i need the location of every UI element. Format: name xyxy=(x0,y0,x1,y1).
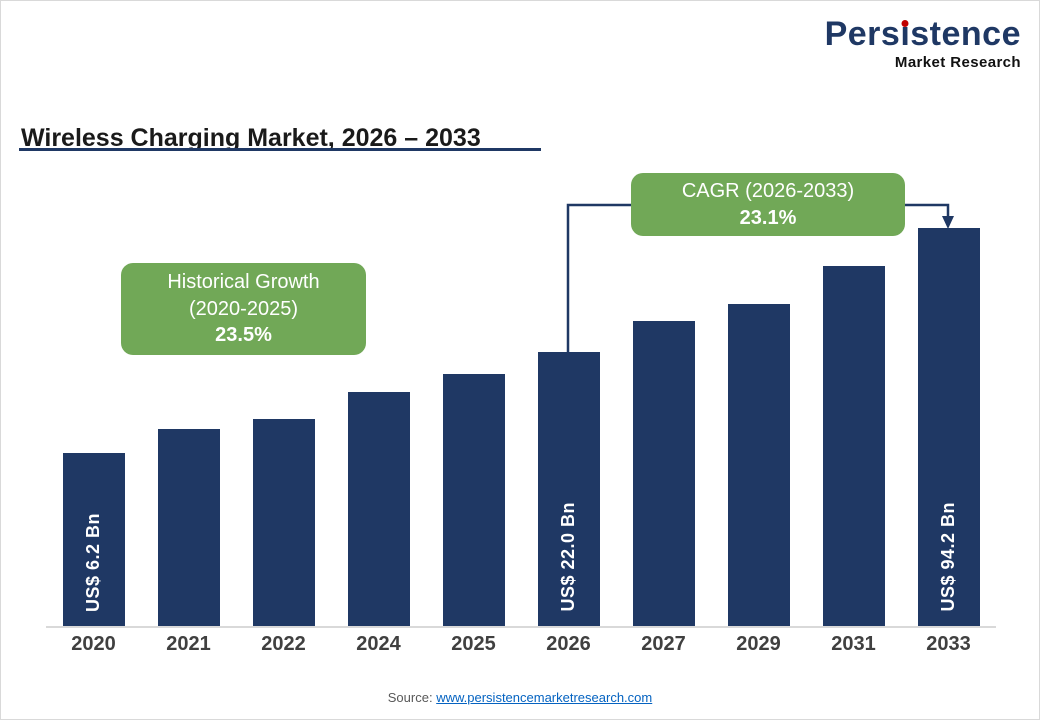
callout-text: CAGR (2026-2033) xyxy=(681,180,855,203)
x-axis-label: 2031 xyxy=(831,633,876,655)
bar xyxy=(727,304,790,626)
x-axis-label: 2021 xyxy=(166,633,211,655)
callout-value: 23.5% xyxy=(215,324,272,347)
page-title: Wireless Charging Market, 2026 – 2033 xyxy=(21,123,481,152)
source-line: Source: www.persistencemarketresearch.co… xyxy=(1,690,1039,705)
bar-value-label: US$ 94.2 Bn xyxy=(938,502,958,612)
cagr-callout: CAGR (2026-2033) 23.1% xyxy=(631,173,905,236)
bar xyxy=(822,266,885,626)
bar: US$ 6.2 Bn xyxy=(62,453,125,626)
x-axis-label: 2026 xyxy=(546,633,591,655)
bar xyxy=(442,374,505,626)
bar-column: US$ 22.0 Bn 2026 xyxy=(521,352,616,663)
bar-chart: US$ 6.2 Bn 2020 2021 2022 2024 2025 US$ 22.0 B… xyxy=(46,226,996,663)
brand-name: Pers ıstence xyxy=(824,15,1021,53)
bar-column: 2024 xyxy=(331,392,426,663)
x-axis-label: 2029 xyxy=(736,633,781,655)
bar-column: 2031 xyxy=(806,266,901,663)
bar xyxy=(632,321,695,626)
bar-value-label: US$ 22.0 Bn xyxy=(558,502,578,612)
bar xyxy=(157,429,220,626)
x-axis-label: 2024 xyxy=(356,633,401,655)
brand-name-part: Pers xyxy=(824,15,901,53)
red-dot-icon xyxy=(901,20,909,27)
x-axis-label: 2033 xyxy=(926,633,971,655)
brand-logo: Pers ıstence Market Research xyxy=(824,15,1021,71)
callout-value: 23.1% xyxy=(739,206,797,229)
bar-column: 2025 xyxy=(426,374,521,663)
x-axis-label: 2022 xyxy=(261,633,306,655)
title-underline xyxy=(19,148,541,151)
x-axis-label: 2020 xyxy=(71,633,116,655)
bar-value-label: US$ 6.2 Bn xyxy=(83,512,103,612)
historical-growth-callout: Historical Growth (2020-2025) 23.5% xyxy=(121,263,366,355)
callout-text: (2020-2025) xyxy=(189,297,298,320)
brand-name-part: ı xyxy=(900,15,911,53)
bar-column: 2022 xyxy=(236,419,331,663)
brand-name-part: stence xyxy=(910,15,1021,53)
bar-column: 2029 xyxy=(711,304,806,663)
brand-i-with-red-dot: ı xyxy=(900,15,911,53)
bar: US$ 22.0 Bn xyxy=(537,352,600,626)
source-label: Source: xyxy=(387,690,433,705)
bar-column: 2027 xyxy=(616,321,711,663)
x-axis-label: 2025 xyxy=(451,633,496,655)
x-axis-label: 2027 xyxy=(641,633,686,655)
x-axis-line xyxy=(46,626,996,628)
bar-column: US$ 94.2 Bn 2033 xyxy=(901,228,996,663)
bar: US$ 94.2 Bn xyxy=(917,228,980,626)
bar xyxy=(252,419,315,626)
source-link[interactable]: www.persistencemarketresearch.com xyxy=(436,690,653,705)
bar-column: 2021 xyxy=(141,429,236,663)
bar xyxy=(347,392,410,626)
brand-subtitle: Market Research xyxy=(894,53,1021,71)
bar-column: US$ 6.2 Bn 2020 xyxy=(46,453,141,663)
callout-text: Historical Growth xyxy=(167,271,320,294)
